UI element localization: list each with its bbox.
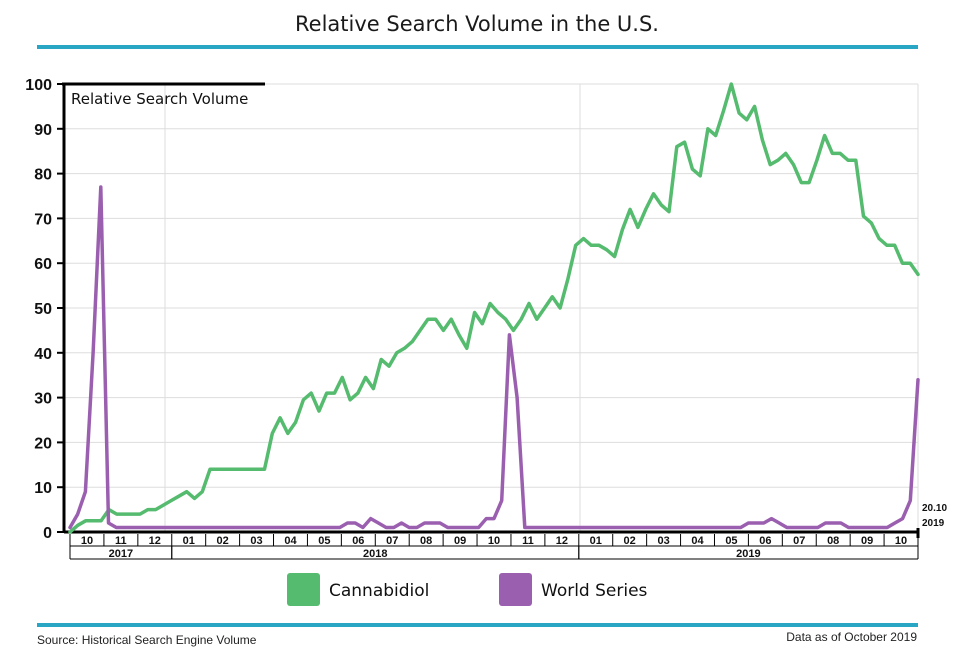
y-tick-label: 0 [43,525,52,542]
x-month-label: 08 [420,535,432,547]
y-ticks: 0 10 20 30 40 50 60 70 80 90 100 [25,77,64,542]
legend-swatch-cannabidiol [287,573,320,606]
y-tick-label: 30 [34,391,52,408]
grid [64,83,919,532]
y-tick-label: 70 [34,211,52,228]
x-month-label: 02 [624,535,636,547]
x-month-label: 04 [691,535,704,547]
x-month-label: 08 [827,535,839,547]
end-annotation-date: 20.10 [922,503,947,514]
y-tick-label: 40 [34,346,52,363]
legend-swatch-world-series [499,573,532,606]
legend: Cannabidiol World Series [287,573,648,606]
x-month-label: 07 [793,535,805,547]
x-month-label: 04 [284,535,297,547]
series-line-cannabidiol [68,82,920,534]
x-month-label: 03 [250,535,262,547]
x-month-label: 05 [725,535,737,547]
y-tick-label: 60 [34,256,52,273]
x-month-label: 06 [759,535,771,547]
x-month-label: 10 [895,535,907,547]
x-month-label: 09 [454,535,466,547]
legend-label-cannabidiol: Cannabidiol [329,581,429,601]
x-month-label: 10 [488,535,500,547]
footer-data-as-of: Data as of October 2019 [786,630,917,644]
end-annotation-year: 2019 [922,518,945,529]
x-month-label: 03 [657,535,669,547]
legend-label-world-series: World Series [541,581,648,601]
series-lines [68,82,920,534]
y-tick-label: 90 [34,122,52,139]
y-tick-label: 20 [34,435,52,452]
x-month-label: 06 [352,535,364,547]
footer-source: Source: Historical Search Engine Volume [37,633,257,647]
x-month-label: 02 [217,535,229,547]
footer-bar [37,623,918,627]
axes [62,82,920,538]
y-tick-label: 10 [34,480,52,497]
y-tick-label: 50 [34,301,52,318]
x-axis-table: 10 11 12 01 02 03 04 05 06 07 08 09 10 11 12 01 02 03 04 05… [69,534,919,560]
x-month-label: 07 [386,535,398,547]
x-month-label: 09 [861,535,873,547]
series-line-world-series [68,185,920,530]
x-month-label: 05 [318,535,330,547]
x-month-label: 01 [183,535,195,547]
x-month-label: 11 [522,535,534,547]
y-axis-label: Relative Search Volume [71,90,248,108]
x-month-label: 10 [81,535,93,547]
x-year-label: 2017 [109,548,133,560]
chart-title: Relative Search Volume in the U.S. [295,12,659,36]
y-tick-label: 100 [25,77,52,94]
x-year-label: 2019 [736,548,760,560]
title-underline-bar [37,45,918,49]
y-tick-label: 80 [34,167,52,184]
x-month-label: 12 [149,535,161,547]
x-month-label: 01 [590,535,602,547]
x-month-label: 12 [556,535,568,547]
x-month-label: 11 [115,535,127,547]
x-year-label: 2018 [363,548,387,560]
